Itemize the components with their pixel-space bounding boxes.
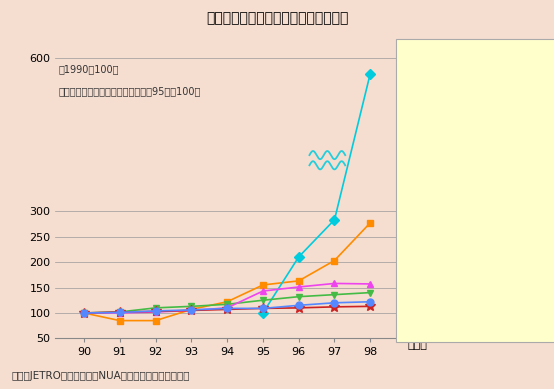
世界対外投賄額 bbox=[295, 279, 302, 283]
世界GDP bbox=[331, 300, 338, 305]
インターネット利用
人口（世界） bbox=[260, 311, 266, 315]
世界人口 bbox=[152, 309, 159, 314]
Legend: 世界対外投賄額, インターネット利用
人口（世界）, 国際観光客数, 世界輸出総額, 世界人口, 世界GDP: 世界対外投賄額, インターネット利用 人口（世界）, 国際観光客数, 世界輸出総… bbox=[418, 63, 511, 175]
世界輸出総額 bbox=[81, 311, 88, 315]
Text: （ただしインターネット利用人口は95年を100）: （ただしインターネット利用人口は95年を100） bbox=[59, 86, 201, 96]
国際観光客数 bbox=[331, 292, 338, 297]
世界人口 bbox=[116, 310, 123, 314]
世界人口 bbox=[224, 307, 230, 312]
世界対外投賄額 bbox=[331, 258, 338, 263]
世界GDP bbox=[188, 308, 194, 312]
Line: 世界対外投賄額: 世界対外投賄額 bbox=[80, 219, 374, 324]
世界人口 bbox=[188, 308, 194, 313]
世界GDP bbox=[116, 310, 123, 315]
世界人口 bbox=[81, 311, 88, 315]
国際観光客数 bbox=[260, 298, 266, 303]
世界輸出総額 bbox=[152, 310, 159, 314]
国際観光客数 bbox=[224, 302, 230, 307]
世界対外投賄額 bbox=[152, 318, 159, 323]
世界輸出総額 bbox=[116, 311, 123, 315]
Line: インターネット利用
人口（世界）: インターネット利用 人口（世界） bbox=[259, 70, 374, 316]
世界輸出総額 bbox=[367, 282, 373, 286]
インターネット利用
人口（世界） bbox=[367, 71, 373, 76]
インターネット利用
人口（世界） bbox=[331, 217, 338, 222]
世界対外投賄額 bbox=[81, 311, 88, 315]
世界人口 bbox=[295, 305, 302, 310]
Text: 世界の社会・経済の動き（指数比較）: 世界の社会・経済の動き（指数比較） bbox=[206, 12, 348, 26]
国際観光客数 bbox=[152, 305, 159, 310]
国際観光客数 bbox=[81, 311, 88, 315]
世界人口 bbox=[331, 305, 338, 309]
Text: 資料：JETRO、世界銀行、NUA社資料等より環境省作成: 資料：JETRO、世界銀行、NUA社資料等より環境省作成 bbox=[11, 371, 189, 381]
世界GDP bbox=[81, 311, 88, 315]
Line: 世界輸出総額: 世界輸出総額 bbox=[80, 280, 374, 316]
世界対外投賄額 bbox=[224, 300, 230, 304]
国際観光客数 bbox=[295, 294, 302, 299]
世界輸出総額 bbox=[260, 289, 266, 293]
Line: 世界人口: 世界人口 bbox=[79, 301, 375, 318]
世界GDP bbox=[260, 306, 266, 311]
世界対外投賄額 bbox=[367, 221, 373, 225]
世界輸出総額 bbox=[224, 305, 230, 310]
世界輸出総額 bbox=[295, 285, 302, 289]
世界人口 bbox=[260, 306, 266, 311]
世界GDP bbox=[295, 303, 302, 308]
世界GDP bbox=[367, 300, 373, 304]
世界人口 bbox=[367, 304, 373, 309]
世界輸出総額 bbox=[331, 281, 338, 286]
インターネット利用
人口（世界） bbox=[295, 255, 302, 259]
世界GDP bbox=[224, 306, 230, 311]
国際観光客数 bbox=[367, 290, 373, 295]
世界対外投賄額 bbox=[260, 283, 266, 287]
国際観光客数 bbox=[116, 310, 123, 314]
Line: 世界GDP: 世界GDP bbox=[80, 298, 374, 316]
Text: （1990を100）: （1990を100） bbox=[59, 64, 119, 74]
世界輸出総額 bbox=[188, 308, 194, 313]
世界対外投賄額 bbox=[116, 318, 123, 323]
世界GDP bbox=[152, 308, 159, 313]
Line: 国際観光客数: 国際観光客数 bbox=[80, 289, 374, 316]
Text: （年）: （年） bbox=[407, 340, 427, 350]
国際観光客数 bbox=[188, 304, 194, 309]
世界対外投賄額 bbox=[188, 307, 194, 312]
